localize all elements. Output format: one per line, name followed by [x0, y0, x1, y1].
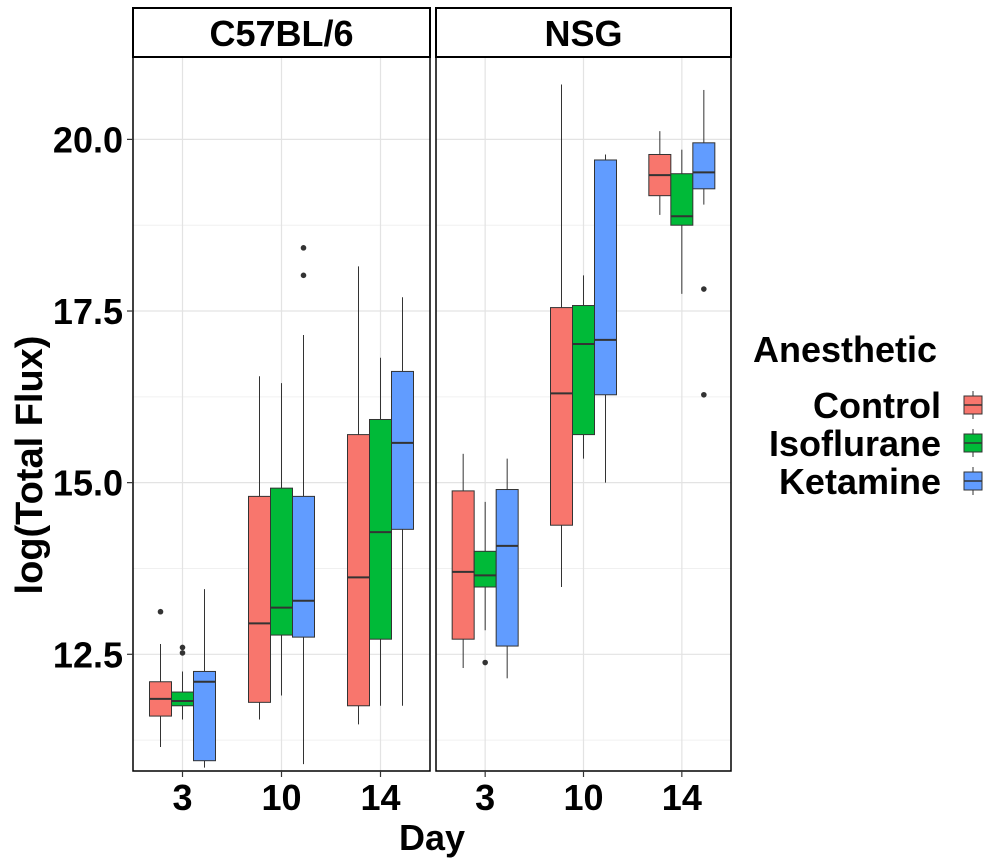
- outlier-point: [157, 608, 164, 615]
- x-tick-label: 3: [172, 777, 192, 818]
- strip-background: [435, 7, 732, 58]
- box-body: [572, 305, 595, 436]
- box-ketamine-day-3: [495, 458, 519, 679]
- box-control-day-14: [347, 266, 370, 725]
- strip-background: [132, 7, 431, 58]
- box-ketamine-day-10: [594, 154, 617, 483]
- facet-panels: C57BL/6 3 10 14 NSG 3 10 14: [132, 7, 732, 818]
- legend-item-label: Control: [813, 385, 941, 426]
- legend-title: Anesthetic: [753, 329, 937, 370]
- strip-label: NSG: [544, 13, 622, 54]
- box-body: [594, 159, 617, 396]
- x-tick-label: 14: [360, 777, 400, 818]
- y-tick-label: 20.0: [53, 119, 123, 160]
- x-tick-label: 3: [475, 777, 495, 818]
- box-body: [171, 691, 194, 707]
- box-isoflurane-day-3: [473, 501, 497, 666]
- x-tick-label: 14: [662, 777, 702, 818]
- box-body: [248, 495, 271, 703]
- box-body: [292, 495, 315, 638]
- x-tick-label: 10: [563, 777, 603, 818]
- box-body: [451, 490, 475, 640]
- outlier-point: [300, 272, 307, 279]
- box-body: [347, 434, 370, 707]
- legend-item-isoflurane: Isoflurane: [769, 423, 983, 464]
- box-body: [670, 173, 694, 226]
- box-body: [193, 670, 216, 762]
- y-tick-label: 12.5: [53, 634, 123, 675]
- legend-item-control: Control: [813, 385, 983, 426]
- y-axis-label: log(Total Flux): [9, 336, 51, 595]
- box-isoflurane-day-14: [670, 149, 694, 294]
- outlier-point: [701, 391, 707, 398]
- legend-item-label: Ketamine: [779, 461, 941, 502]
- x-tick-label: 10: [261, 777, 301, 818]
- box-isoflurane-day-10: [572, 275, 595, 459]
- box-isoflurane-day-10: [270, 383, 293, 696]
- box-body: [495, 489, 519, 647]
- box-body: [391, 370, 414, 530]
- legend-item-label: Isoflurane: [769, 423, 941, 464]
- box-body: [550, 307, 573, 526]
- box-body: [369, 418, 392, 640]
- outlier-point: [300, 245, 307, 251]
- box-body: [692, 142, 716, 190]
- box-ketamine-day-10: [292, 245, 315, 765]
- strip-label: C57BL/6: [209, 13, 353, 54]
- y-axis: 12.5 15.0 17.5 20.0: [53, 119, 133, 675]
- box-isoflurane-day-14: [369, 357, 392, 706]
- box-ketamine-day-14: [391, 297, 414, 706]
- y-tick-label: 15.0: [53, 463, 123, 504]
- box-body: [270, 487, 293, 636]
- box-ketamine-day-3: [193, 589, 216, 768]
- outlier-point: [179, 644, 186, 651]
- box-isoflurane-day-3: [171, 644, 194, 720]
- outlier-point: [179, 650, 186, 656]
- box-ketamine-day-14: [692, 89, 716, 398]
- panel-1: NSG 3 10 14: [435, 7, 732, 818]
- outlier-point: [701, 286, 707, 292]
- legend-item-ketamine: Ketamine: [779, 461, 983, 502]
- box-body: [473, 550, 497, 588]
- y-tick-label: 17.5: [53, 291, 123, 332]
- outlier-point: [482, 659, 488, 666]
- panel-0: C57BL/6 3 10 14: [132, 7, 431, 818]
- x-axis-label: Day: [399, 817, 465, 858]
